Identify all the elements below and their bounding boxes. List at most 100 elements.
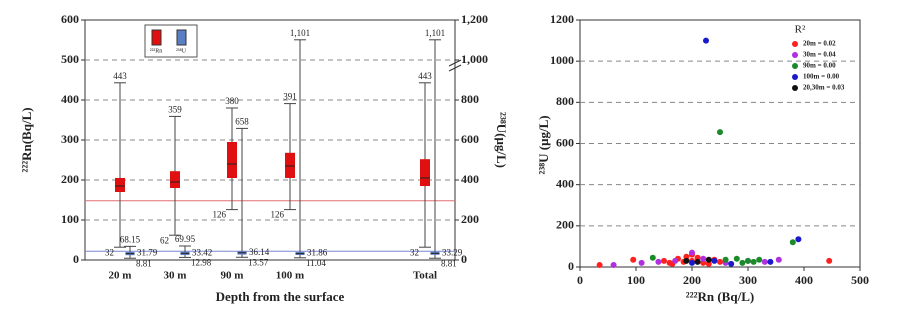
legend-title: R² [795,24,806,36]
box [227,142,237,178]
y2-tick-label: 1,200 [461,12,488,26]
point [745,257,751,264]
x-tick-label: Total [413,270,437,282]
box [170,171,180,188]
x-tick-label: 400 [795,273,813,287]
x-axis-label: ²²²Rn (Bq/L) [686,289,754,304]
y-tick-label: 0 [73,252,79,266]
max-label: 1,101 [425,28,445,38]
min-label: 8.81 [136,258,152,268]
max-label: 443 [418,71,432,81]
point [711,257,718,264]
legend-label: 20,30m = 0.03 [803,84,845,92]
point [700,255,707,262]
median-label: 31.86 [307,248,328,258]
point [683,257,690,264]
y2-tick-label: 200 [461,212,479,226]
point [826,257,833,264]
min-label: 12.98 [191,257,212,267]
y-tick-label: 1000 [550,53,574,67]
y2-tick-label: 600 [461,132,479,146]
x-tick-label: 200 [683,273,701,287]
legend-swatch [151,29,162,46]
min-label: 8.81 [441,258,457,268]
y-tick-label: 500 [61,52,79,66]
min-label: 126 [213,210,227,220]
max-label: 658 [235,116,249,126]
y2-tick-label: 0 [461,252,467,266]
y2-tick-label: 800 [461,92,479,106]
median-label: 31.79 [137,248,158,258]
median-label: 33.29 [442,247,463,257]
point [630,256,637,263]
legend-marker [792,52,798,58]
point [717,129,723,136]
x-tick-label: 30 m [164,270,187,282]
point [638,259,645,266]
point [705,256,712,263]
point [717,258,723,265]
y-tick-label: 600 [556,135,574,149]
x-tick-label: 300 [739,273,757,287]
point [661,257,667,264]
min-label: 126 [271,210,285,220]
legend-marker [792,85,798,91]
axis-break [448,59,462,72]
y2-axis-label: ²³⁸U(μg/L) [494,112,509,168]
y-tick-label: 1200 [550,12,574,26]
point [694,254,701,261]
point [694,258,701,265]
legend-label: ²²²Rn [150,48,162,54]
legend-marker [792,41,798,47]
x-axis-label: Depth from the surface [216,289,345,304]
legend-label: ²³⁸U [176,48,187,54]
point [649,254,656,261]
box [285,152,295,178]
y-tick-label: 0 [568,259,574,273]
max-label: 391 [283,92,297,102]
point [795,236,802,243]
legend-label: 100m = 0.00 [803,73,840,81]
point [750,258,757,265]
min-label: 11.04 [306,258,326,268]
max-label: 359 [168,104,182,114]
min-label: 62 [160,235,169,245]
point [739,259,746,266]
max-label: 69.95 [175,234,196,244]
y-tick-label: 800 [556,94,574,108]
point [689,249,695,256]
y2-tick-label: 1,000 [461,52,488,66]
y-tick-label: 100 [61,212,79,226]
point [761,258,768,265]
box [115,178,125,192]
point [610,261,617,268]
y-tick-label: 200 [556,218,574,232]
point [756,256,763,263]
x-tick-label: 100 m [276,270,304,282]
max-label: 68.15 [120,234,141,244]
legend-frame [144,24,198,58]
point [705,260,712,267]
x-tick-label: 100 [627,273,645,287]
point [733,255,740,262]
y-axis-label: ²²²Rn(Bq/L) [19,107,34,172]
point [722,256,729,263]
max-label: 443 [113,71,127,81]
point [596,261,603,268]
median-label: 36.14 [249,247,270,257]
point [728,260,735,267]
point [789,239,796,246]
point [689,259,695,266]
box [420,159,430,186]
legend-swatch [176,29,187,46]
point [767,258,774,265]
point [775,256,782,263]
y-tick-label: 400 [61,92,79,106]
point [655,258,662,265]
median-label: 33.42 [192,247,212,257]
point [683,253,690,260]
y-tick-label: 400 [556,176,574,190]
point [700,259,707,266]
y-axis-label: ²³⁸U (μg/L) [536,115,551,174]
